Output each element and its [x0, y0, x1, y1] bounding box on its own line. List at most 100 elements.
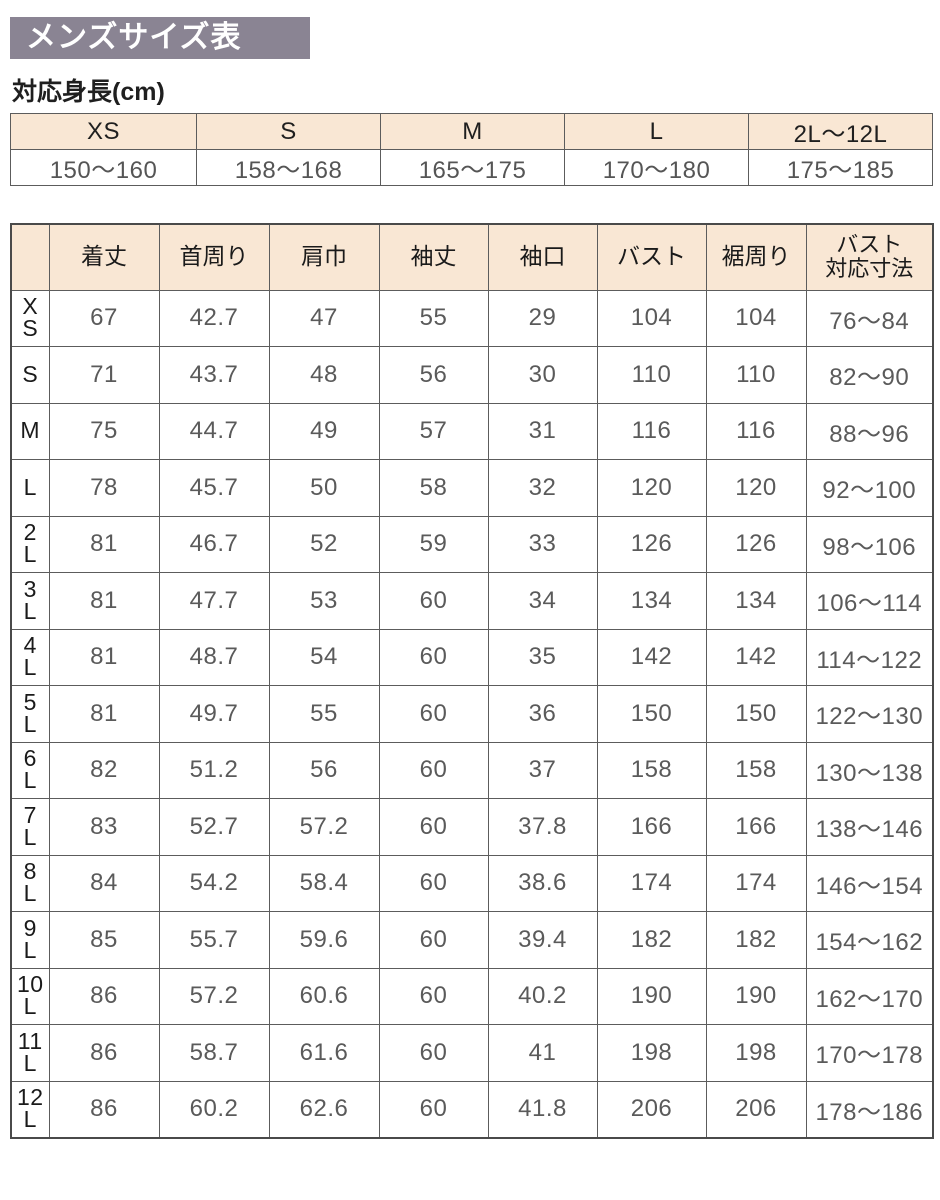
measurement-cell: 49: [268, 402, 380, 460]
measurement-cell: 44.7: [158, 402, 270, 460]
size-label-line: L: [23, 597, 37, 624]
table-row: S 71 43.7 48 56 30 110 110 82〜90: [10, 346, 934, 404]
measurement-cell: 34: [487, 572, 598, 630]
measurement-cell: 60: [378, 628, 489, 686]
measurement-cell: 30: [487, 346, 598, 404]
measurement-cell: 130〜138: [805, 741, 934, 799]
measurement-cell: 150: [705, 685, 807, 743]
measurement-cell: 38.6: [487, 854, 598, 912]
measurement-cell: 60: [378, 685, 489, 743]
measurement-cell: 110: [705, 346, 807, 404]
measurement-header-row: 着丈 首周り 肩巾 袖丈 袖口 バスト 裾周り バスト 対応寸法: [10, 223, 934, 291]
measurement-cell: 47.7: [158, 572, 270, 630]
measurement-cell: 170〜178: [805, 1024, 934, 1082]
size-label-line: 7: [23, 801, 37, 828]
height-range-value: 175〜185: [748, 149, 933, 186]
measurement-cell: 85: [48, 911, 160, 969]
measurement-cell: 60: [378, 967, 489, 1025]
measurement-cell: 60.2: [158, 1080, 270, 1138]
measurement-cell: 104: [596, 289, 707, 347]
measurement-column-header: 着丈: [48, 223, 160, 291]
measurement-column-header: 裾周り: [705, 223, 807, 291]
measurement-cell: 138〜146: [805, 798, 934, 856]
measurement-cell: 51.2: [158, 741, 270, 799]
size-label-stack: L: [14, 475, 47, 499]
measurement-cell: 54.2: [158, 854, 270, 912]
measurement-cell: 55: [378, 289, 489, 347]
measurement-cell: 41: [487, 1024, 598, 1082]
measurement-cell: 162〜170: [805, 967, 934, 1025]
table-row: 2 L 81 46.7 52 59 33 126 126 98〜106: [10, 515, 934, 573]
measurement-cell: 39.4: [487, 911, 598, 969]
measurement-cell: 174: [596, 854, 707, 912]
height-size-header: XS: [10, 113, 197, 150]
measurement-column-header: 袖口: [487, 223, 598, 291]
size-label-line: M: [20, 417, 41, 444]
height-range-value: 170〜180: [564, 149, 749, 186]
measurement-cell: 166: [596, 798, 707, 856]
measurement-cell: 56: [378, 346, 489, 404]
height-range-table: XS S M L 2L〜12L 150〜160 158〜168 165〜175 170〜180…: [10, 113, 933, 186]
measurement-cell: 190: [705, 967, 807, 1025]
page-title-banner: メンズサイズ表: [10, 17, 310, 59]
measurement-cell: 86: [48, 1024, 160, 1082]
measurement-cell: 60: [378, 741, 489, 799]
measurement-cell: 60: [378, 798, 489, 856]
measurement-cell: 58: [378, 459, 489, 517]
size-label-line: S: [22, 360, 39, 387]
measurement-cell: 49.7: [158, 685, 270, 743]
size-label-line: L: [23, 936, 37, 963]
measurement-cell: 104: [705, 289, 807, 347]
measurement-cell: 174: [705, 854, 807, 912]
measurement-cell: 52.7: [158, 798, 270, 856]
size-label-line: 9: [23, 914, 37, 941]
measurement-cell: 86: [48, 1080, 160, 1138]
table-row: 7 L 83 52.7 57.2 60 37.8 166 166 138〜146: [10, 798, 934, 856]
measurement-column-header: 袖丈: [378, 223, 489, 291]
row-size-label: S: [10, 346, 50, 404]
measurement-cell: 48.7: [158, 628, 270, 686]
measurement-body: X S 67 42.7 47 55 29 104 104 76〜84 S 71 43.7 48 56 30 11…: [10, 289, 934, 1138]
measurement-cell: 190: [596, 967, 707, 1025]
measurement-cell: 116: [596, 402, 707, 460]
measurement-cell: 43.7: [158, 346, 270, 404]
measurement-cell: 60: [378, 854, 489, 912]
measurement-column-header: 首周り: [158, 223, 270, 291]
measurement-corner-cell: [10, 223, 50, 291]
measurement-cell: 47: [268, 289, 380, 347]
table-row: 5 L 81 49.7 55 60 36 150 150 122〜130: [10, 685, 934, 743]
measurement-cell: 81: [48, 572, 160, 630]
size-label-line: 2: [23, 519, 37, 546]
row-size-label: 12 L: [10, 1080, 50, 1138]
size-label-stack: S: [14, 360, 47, 387]
size-label-line: L: [23, 993, 37, 1020]
measurement-cell: 58.7: [158, 1024, 270, 1082]
measurement-cell: 59.6: [268, 911, 380, 969]
height-range-value: 165〜175: [380, 149, 565, 186]
size-label-stack: M: [14, 417, 47, 444]
measurement-cell: 57.2: [158, 967, 270, 1025]
measurement-cell: 55.7: [158, 911, 270, 969]
table-row: 9 L 85 55.7 59.6 60 39.4 182 182 154〜162: [10, 911, 934, 969]
height-size-header: 2L〜12L: [748, 113, 933, 150]
page-title: メンズサイズ表: [26, 21, 242, 54]
size-label-stack: 12 L: [14, 1086, 47, 1131]
measurement-cell: 158: [705, 741, 807, 799]
size-label-line: L: [23, 710, 37, 737]
measurement-cell: 61.6: [268, 1024, 380, 1082]
table-row: 10 L 86 57.2 60.6 60 40.2 190 190 162〜170: [10, 967, 934, 1025]
measurement-cell: 60: [378, 572, 489, 630]
measurement-cell: 114〜122: [805, 628, 934, 686]
measurement-cell: 84: [48, 854, 160, 912]
measurement-cell: 106〜114: [805, 572, 934, 630]
measurement-cell: 37.8: [487, 798, 598, 856]
measurement-cell: 134: [705, 572, 807, 630]
size-label-line: 10: [16, 971, 44, 998]
